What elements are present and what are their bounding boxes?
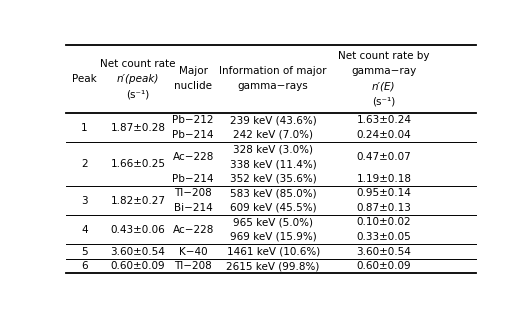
Text: Information of major: Information of major [220,66,327,76]
Text: 6: 6 [81,261,88,271]
Text: 969 keV (15.9%): 969 keV (15.9%) [230,232,316,242]
Text: 242 keV (7.0%): 242 keV (7.0%) [233,130,313,140]
Text: 0.43±0.06: 0.43±0.06 [111,225,165,235]
Text: 583 keV (85.0%): 583 keV (85.0%) [230,188,316,198]
Text: n′(peak): n′(peak) [117,74,159,84]
Text: Ac−228: Ac−228 [172,152,214,162]
Text: Tl−208: Tl−208 [175,261,212,271]
Text: Pb−214: Pb−214 [172,130,214,140]
Text: Peak: Peak [72,74,97,84]
Text: 0.87±0.13: 0.87±0.13 [357,203,411,213]
Text: 0.33±0.05: 0.33±0.05 [357,232,411,242]
Text: 0.60±0.09: 0.60±0.09 [111,261,165,271]
Text: 328 keV (3.0%): 328 keV (3.0%) [233,144,313,154]
Text: 1.82±0.27: 1.82±0.27 [111,196,166,206]
Text: 0.10±0.02: 0.10±0.02 [357,217,411,227]
Text: 4: 4 [81,225,88,235]
Text: nuclide: nuclide [174,81,212,91]
Text: 965 keV (5.0%): 965 keV (5.0%) [233,217,313,227]
Text: Net count rate: Net count rate [100,59,176,69]
Text: (s⁻¹): (s⁻¹) [126,89,150,99]
Text: gamma−ray: gamma−ray [351,66,416,76]
Text: Pb−214: Pb−214 [172,174,214,184]
Text: 338 keV (11.4%): 338 keV (11.4%) [230,159,316,169]
Text: Ac−228: Ac−228 [172,225,214,235]
Text: 0.47±0.07: 0.47±0.07 [357,152,411,162]
Text: 0.95±0.14: 0.95±0.14 [357,188,411,198]
Text: gamma−rays: gamma−rays [238,81,308,91]
Text: Net count rate by: Net count rate by [338,51,430,61]
Text: 2: 2 [81,159,88,169]
Text: n′(E): n′(E) [372,81,396,91]
Text: Pb−212: Pb−212 [172,115,214,125]
Text: 3.60±0.54: 3.60±0.54 [111,246,165,256]
Text: 1.87±0.28: 1.87±0.28 [111,123,166,133]
Text: 3.60±0.54: 3.60±0.54 [357,246,411,256]
Text: 609 keV (45.5%): 609 keV (45.5%) [230,203,316,213]
Text: 5: 5 [81,246,88,256]
Text: Major: Major [179,66,208,76]
Text: 1461 keV (10.6%): 1461 keV (10.6%) [226,246,320,256]
Text: 1.63±0.24: 1.63±0.24 [357,115,412,125]
Text: 1.19±0.18: 1.19±0.18 [357,174,412,184]
Text: Tl−208: Tl−208 [175,188,212,198]
Text: 2615 keV (99.8%): 2615 keV (99.8%) [226,261,320,271]
Text: 239 keV (43.6%): 239 keV (43.6%) [230,115,316,125]
Text: Bi−214: Bi−214 [174,203,213,213]
Text: 0.24±0.04: 0.24±0.04 [357,130,411,140]
Text: 1.66±0.25: 1.66±0.25 [111,159,166,169]
Text: 3: 3 [81,196,88,206]
Text: 0.60±0.09: 0.60±0.09 [357,261,411,271]
Text: K−40: K−40 [179,246,207,256]
Text: 1: 1 [81,123,88,133]
Text: 352 keV (35.6%): 352 keV (35.6%) [230,174,316,184]
Text: (s⁻¹): (s⁻¹) [372,97,396,107]
